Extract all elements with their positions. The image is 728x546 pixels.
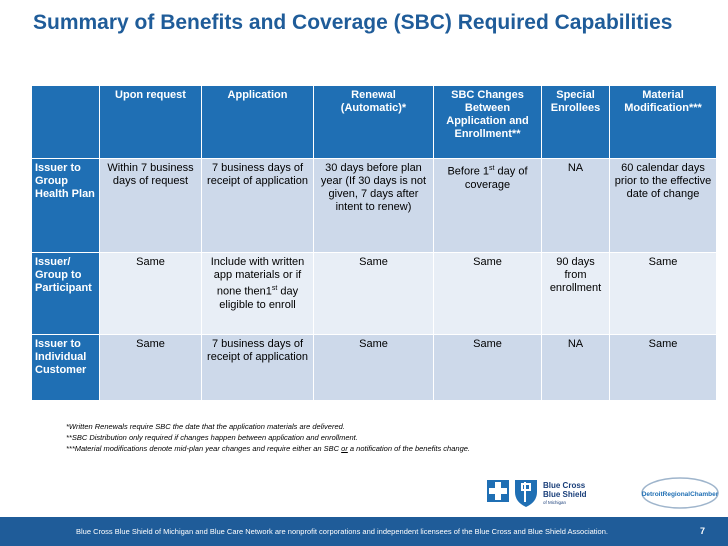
cell-upon-request: Same [99, 252, 202, 335]
cell-sbc-changes: Same [433, 252, 542, 335]
footer-disclaimer: Blue Cross Blue Shield of Michigan and B… [76, 527, 608, 536]
footnote-renewal: *Written Renewals require SBC the date t… [66, 422, 345, 431]
blue-cross-icon-mark [489, 482, 507, 500]
cell-application: Include with written app materials or if… [201, 252, 314, 335]
footnotes: *Written Renewals require SBC the date t… [66, 421, 626, 454]
bcbs-logo: Blue Cross Blue Shield of Michigan [487, 480, 587, 507]
cell-renewal: Same [313, 334, 434, 401]
cell-special-enrollees: NA [541, 334, 610, 401]
cell-sbc-changes: Before 1st day of coverage [433, 158, 542, 253]
bcbs-logo-line1: Blue Cross [543, 481, 586, 490]
sbc-requirements-table: Upon request Application Renewal (Automa… [31, 85, 717, 401]
row-label-issuer-to-group: Issuer to Group Health Plan [31, 158, 100, 253]
cell-upon-request: Same [99, 334, 202, 401]
header-sbc-changes-text: SBC Changes Between Application and Enro… [446, 89, 529, 140]
row-label-issuer-to-individual: Issuer to Individual Customer [31, 334, 100, 401]
cell-renewal: 30 days before plan year (If 30 days is … [313, 158, 434, 253]
slide-title: Summary of Benefits and Coverage (SBC) R… [33, 11, 673, 34]
cell-material-modification: Same [609, 334, 717, 401]
page-number: 7 [700, 526, 706, 536]
table-row: Issuer/ Group to Participant Same Includ… [31, 252, 717, 335]
footnote-material: ***Material modifications denote mid-pla… [66, 443, 626, 454]
drc-swoosh-icon [641, 477, 719, 509]
header-application: Application [201, 85, 314, 159]
footnote-material-or: or [341, 444, 348, 453]
header-upon-request: Upon request [99, 85, 202, 159]
drc-logo-text: DetroitRegionalChamber [642, 491, 719, 498]
header-sbc-changes: SBC Changes Between Application and Enro… [433, 85, 542, 159]
cell-special-enrollees: NA [541, 158, 610, 253]
table-row: Issuer to Group Health Plan Within 7 bus… [31, 158, 717, 253]
header-renewal: Renewal (Automatic)* [313, 85, 434, 159]
header-material-modification: Material Modification*** [609, 85, 717, 159]
bcbs-logo-line2: Blue Shield [543, 490, 587, 499]
ordinal-suffix: st [271, 285, 278, 292]
bcbs-logo-line3: of Michigan [543, 500, 567, 505]
footnote-material-pre: ***Material modifications denote mid-pla… [66, 444, 342, 453]
cell-application: 7 business days of receipt of applicatio… [201, 334, 314, 401]
detroit-regional-chamber-logo: DetroitRegionalChamber [641, 477, 719, 509]
footer-bar: Blue Cross Blue Shield of Michigan and B… [0, 517, 728, 546]
table-row: Issuer to Individual Customer Same 7 bus… [31, 334, 717, 401]
ordinal-suffix: st [489, 165, 495, 172]
footnote-distribution: **SBC Distribution only required if chan… [66, 433, 358, 442]
table-header-row: Upon request Application Renewal (Automa… [31, 85, 717, 159]
cell-application: 7 business days of receipt of applicatio… [201, 158, 314, 253]
cell-material-modification: Same [609, 252, 717, 335]
cell-special-enrollees: 90 days from enrollment [541, 252, 610, 335]
header-special-enrollees: Special Enrollees [541, 85, 610, 159]
cell-upon-request: Within 7 business days of request [99, 158, 202, 253]
row-label-issuer-group-to-participant: Issuer/ Group to Participant [31, 252, 100, 335]
cell-renewal: Same [313, 252, 434, 335]
header-corner-cell [31, 85, 100, 159]
footnote-material-post: a notification of the benefits change. [347, 444, 470, 453]
cell-sbc-changes: Same [433, 334, 542, 401]
cell-material-modification: 60 calendar days prior to the effective … [609, 158, 717, 253]
